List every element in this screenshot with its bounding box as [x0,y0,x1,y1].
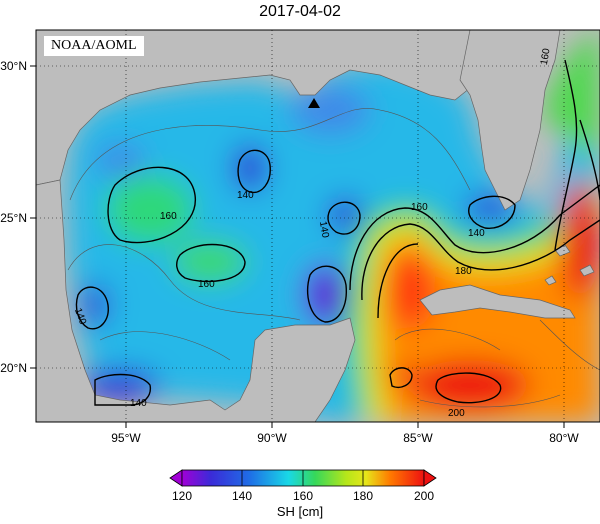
contour-label: 160 [539,47,553,66]
contour-label: 160 [411,202,428,213]
colorbar-min-arrow [169,469,183,487]
map-title: 2017-04-02 [259,3,341,20]
y-tick-labels: 30°N 25°N 20°N [0,59,27,375]
axis-ticks [30,65,565,428]
contour-label: 160 [198,279,215,290]
colorbar-title: SH [cm] [276,504,324,519]
contour-lines-bold [75,59,600,406]
map-area: 160 140 160 140 140 160 180 140 160 140 … [36,30,600,422]
contour-label: 180 [455,266,472,277]
contour-label: 140 [237,190,254,201]
contour-label: 200 [448,408,465,419]
colorbar-tick-label: 140 [232,489,252,503]
colorbar-tick-label: 180 [353,489,373,503]
colorbar-tick-label: 120 [172,489,192,503]
graticule [36,30,600,422]
x-tick-label: 80°W [549,431,579,445]
coastline [36,30,595,422]
colorbar-tick-label: 200 [414,489,434,503]
credit-label: NOAA/AOML [44,36,144,56]
x-tick-label: 90°W [257,431,287,445]
contour-lines-thin [67,108,600,408]
colorbar-max-arrow [423,469,437,487]
y-tick-label: 20°N [0,361,27,375]
station-marker-icon [308,98,320,108]
contour-label: 140 [130,398,147,409]
y-tick-label: 30°N [0,59,27,73]
x-tick-label: 95°W [111,431,141,445]
map-frame [35,29,600,423]
contour-label: 160 [160,211,177,222]
contour-label: 140 [317,220,331,239]
colorbar: 120 140 160 180 200 [169,469,437,503]
colorbar-tick-label: 160 [293,489,313,503]
contour-label: 140 [468,228,485,239]
x-tick-label: 85°W [403,431,433,445]
contour-labels: 160 140 160 140 140 160 180 140 160 140 … [72,47,553,419]
x-tick-labels: 95°W 90°W 85°W 80°W [111,431,579,445]
y-tick-label: 25°N [0,211,27,225]
